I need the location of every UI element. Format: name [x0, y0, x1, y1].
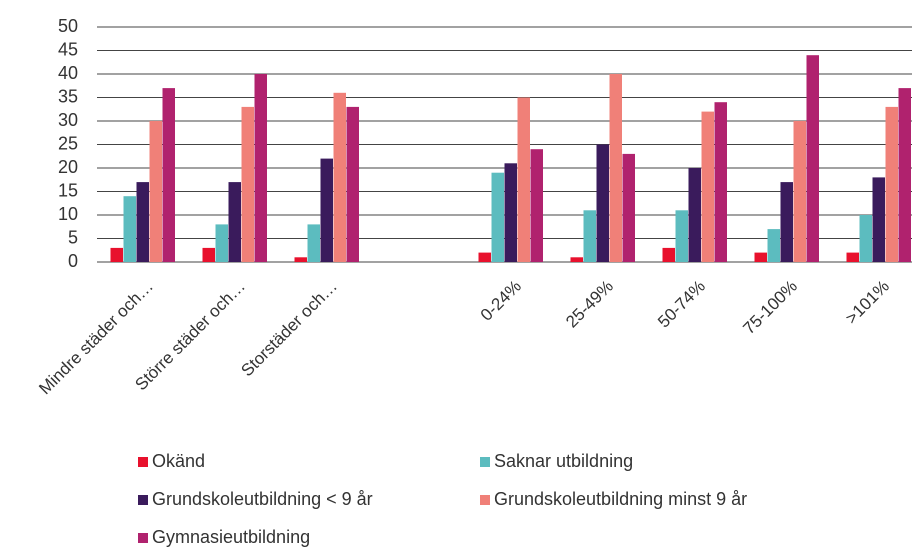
- bar: [570, 257, 583, 262]
- bar: [136, 182, 149, 262]
- bar: [898, 88, 911, 262]
- x-tick-label: 50-74%: [654, 277, 709, 332]
- bar: [609, 74, 622, 262]
- y-tick-label: 50: [58, 16, 78, 36]
- bar: [202, 247, 215, 262]
- bar: [675, 210, 688, 262]
- bar: [241, 106, 254, 263]
- bar: [688, 168, 701, 262]
- x-tick-label: 75-100%: [739, 277, 801, 339]
- bar: [846, 252, 859, 262]
- bar: [806, 55, 819, 263]
- y-tick-label: 15: [58, 180, 78, 200]
- bar: [780, 182, 793, 262]
- bar: [491, 172, 504, 262]
- x-tick-label: 25-49%: [562, 277, 617, 332]
- bar: [622, 153, 635, 262]
- y-tick-label: 10: [58, 204, 78, 224]
- bar: [793, 121, 806, 262]
- bar: [478, 252, 491, 262]
- y-tick-label: 40: [58, 63, 78, 83]
- bar: [162, 88, 175, 262]
- legend-swatch: [138, 457, 148, 467]
- bar: [294, 257, 307, 262]
- bar: [885, 106, 898, 263]
- bar: [583, 210, 596, 262]
- y-tick-label: 20: [58, 157, 78, 177]
- y-tick-label: 35: [58, 86, 78, 106]
- bar: [754, 252, 767, 262]
- bar: [254, 74, 267, 262]
- legend-label: Okänd: [152, 451, 205, 471]
- y-tick-label: 5: [68, 227, 78, 247]
- bar: [215, 224, 228, 262]
- bar: [504, 163, 517, 262]
- legend-label: Gymnasieutbildning: [152, 527, 310, 547]
- bar: [872, 177, 885, 262]
- x-tick-label: Storstäder och…: [237, 277, 341, 381]
- bar: [714, 102, 727, 262]
- legend-swatch: [480, 457, 490, 467]
- legend-label: Grundskoleutbildning < 9 år: [152, 489, 373, 509]
- bar: [307, 224, 320, 262]
- bar: [530, 149, 543, 262]
- bar: [228, 182, 241, 262]
- bar: [767, 229, 780, 262]
- bar: [701, 111, 714, 262]
- bar: [333, 92, 346, 262]
- y-tick-label: 30: [58, 110, 78, 130]
- legend-swatch: [138, 533, 148, 543]
- bar: [123, 196, 136, 262]
- x-tick-label: >101%: [842, 277, 893, 328]
- y-tick-label: 25: [58, 133, 78, 153]
- y-tick-label: 0: [68, 251, 78, 271]
- legend-swatch: [138, 495, 148, 505]
- x-tick-label: 0-24%: [477, 277, 525, 325]
- bar: [149, 121, 162, 262]
- bar: [596, 144, 609, 262]
- legend-label: Saknar utbildning: [494, 451, 633, 471]
- bar: [346, 106, 359, 263]
- y-tick-label: 45: [58, 39, 78, 59]
- bar: [662, 247, 675, 262]
- bar: [110, 247, 123, 262]
- bar: [517, 97, 530, 262]
- bar: [320, 158, 333, 262]
- bar: [859, 215, 872, 262]
- legend-swatch: [480, 495, 490, 505]
- legend-label: Grundskoleutbildning minst 9 år: [494, 489, 747, 509]
